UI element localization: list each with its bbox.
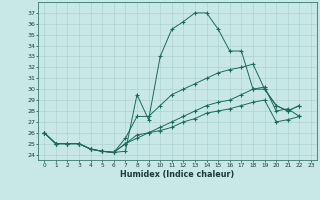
X-axis label: Humidex (Indice chaleur): Humidex (Indice chaleur) <box>120 170 235 179</box>
